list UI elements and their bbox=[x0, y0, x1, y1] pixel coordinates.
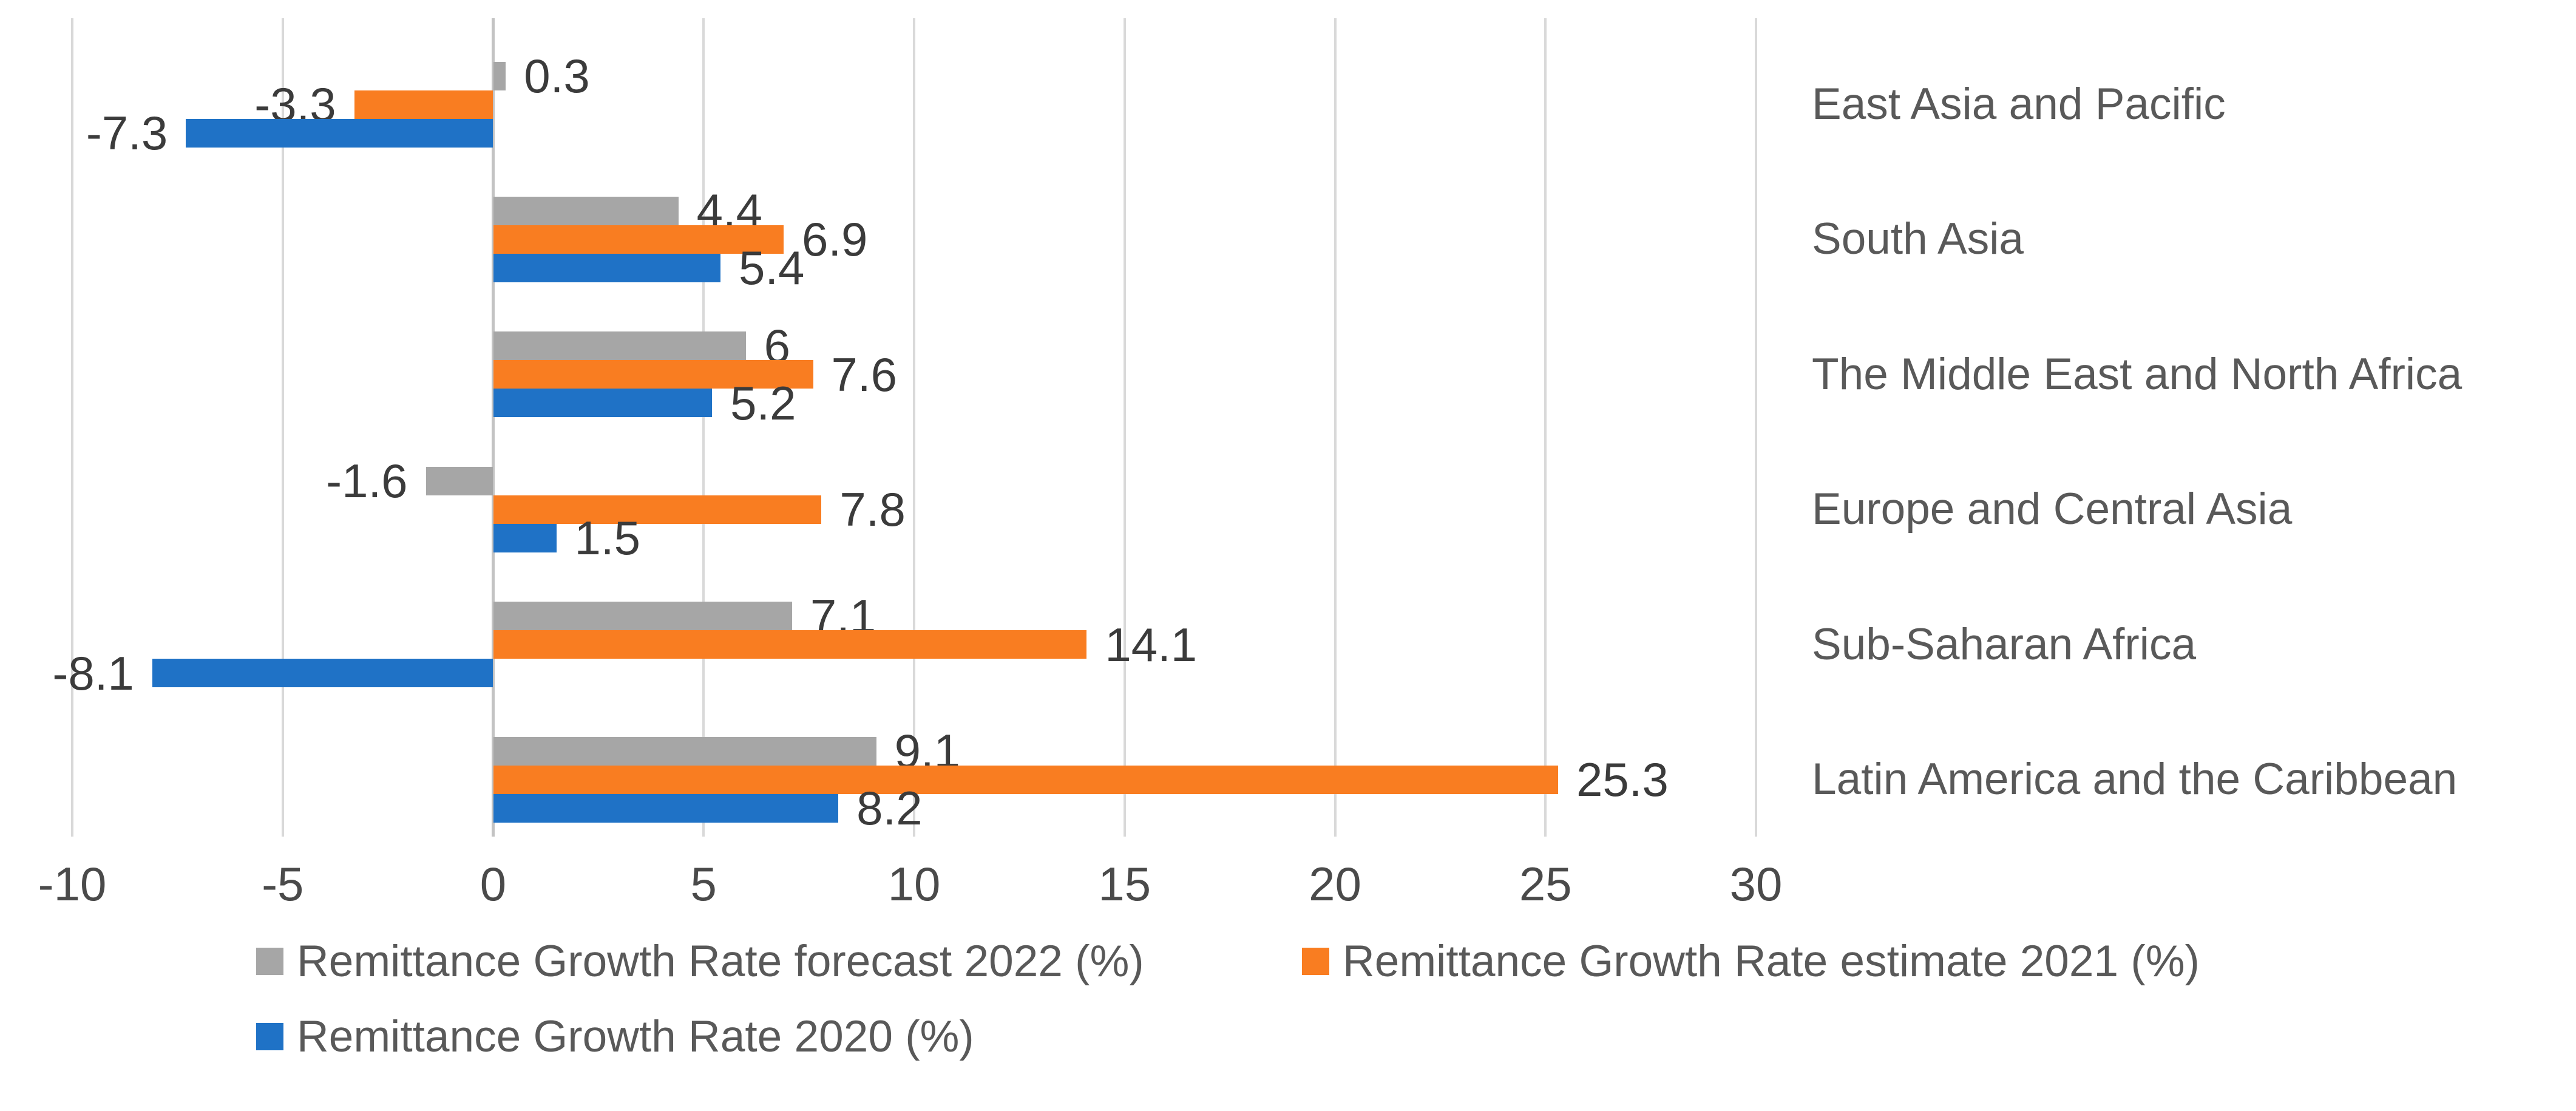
value-label-estimate-2021-the-middle-east-and-north-africa: 7.6 bbox=[831, 347, 897, 401]
category-label-latin-america-and-the-caribbean: Latin America and the Caribbean bbox=[1812, 755, 2458, 804]
x-tick-label-0: 0 bbox=[480, 857, 507, 911]
bar-estimate-2021-east-asia-and-pacific bbox=[354, 90, 493, 119]
value-label-estimate-2021-south-asia: 6.9 bbox=[802, 212, 868, 267]
category-label-the-middle-east-and-north-africa: The Middle East and North Africa bbox=[1812, 349, 2462, 399]
x-tick-label--5: -5 bbox=[262, 857, 304, 911]
legend-label-forecast-2022: Remittance Growth Rate forecast 2022 (%) bbox=[297, 936, 1144, 986]
legend-swatch-forecast-2022 bbox=[256, 947, 283, 975]
value-label-rate-2020-europe-and-central-asia: 1.5 bbox=[574, 511, 640, 565]
gridline-10 bbox=[913, 18, 915, 837]
legend-swatch-estimate-2021 bbox=[1302, 947, 1329, 975]
gridline--10 bbox=[71, 18, 73, 837]
value-label-estimate-2021-sub-saharan-africa: 14.1 bbox=[1105, 617, 1198, 671]
category-label-south-asia: South Asia bbox=[1812, 214, 2024, 264]
legend-swatch-rate-2020 bbox=[256, 1022, 283, 1050]
bar-forecast-2022-sub-saharan-africa bbox=[493, 602, 792, 631]
bar-estimate-2021-europe-and-central-asia bbox=[493, 495, 822, 524]
bar-estimate-2021-south-asia bbox=[493, 225, 784, 254]
value-label-forecast-2022-europe-and-central-asia: -1.6 bbox=[326, 454, 408, 508]
bar-forecast-2022-east-asia-and-pacific bbox=[493, 61, 506, 90]
x-tick-label-25: 25 bbox=[1519, 857, 1572, 911]
legend-item-forecast-2022: Remittance Growth Rate forecast 2022 (%) bbox=[256, 934, 1144, 988]
bar-rate-2020-east-asia-and-pacific bbox=[186, 118, 493, 148]
gridline-15 bbox=[1123, 18, 1126, 837]
category-label-europe-and-central-asia: Europe and Central Asia bbox=[1812, 484, 2293, 534]
bar-forecast-2022-south-asia bbox=[493, 196, 679, 225]
bar-rate-2020-the-middle-east-and-north-africa bbox=[493, 389, 713, 418]
legend-label-estimate-2021: Remittance Growth Rate estimate 2021 (%) bbox=[1343, 936, 2200, 986]
bar-forecast-2022-latin-america-and-the-caribbean bbox=[493, 736, 876, 766]
value-label-forecast-2022-east-asia-and-pacific: 0.3 bbox=[524, 49, 590, 103]
bar-rate-2020-europe-and-central-asia bbox=[493, 523, 557, 552]
bar-forecast-2022-the-middle-east-and-north-africa bbox=[493, 331, 746, 361]
gridline--5 bbox=[281, 18, 284, 837]
value-label-rate-2020-sub-saharan-africa: -8.1 bbox=[52, 646, 134, 700]
gridline-25 bbox=[1544, 18, 1547, 837]
legend-item-rate-2020: Remittance Growth Rate 2020 (%) bbox=[256, 1009, 974, 1064]
x-tick-label-30: 30 bbox=[1729, 857, 1783, 911]
gridline-0 bbox=[492, 18, 495, 837]
value-label-estimate-2021-europe-and-central-asia: 7.8 bbox=[839, 483, 906, 537]
bar-estimate-2021-sub-saharan-africa bbox=[493, 630, 1087, 659]
category-label-sub-saharan-africa: Sub-Saharan Africa bbox=[1812, 619, 2197, 669]
gridline-20 bbox=[1334, 18, 1337, 837]
value-label-rate-2020-latin-america-and-the-caribbean: 8.2 bbox=[856, 781, 923, 835]
legend-item-estimate-2021: Remittance Growth Rate estimate 2021 (%) bbox=[1302, 934, 2200, 988]
value-label-rate-2020-east-asia-and-pacific: -7.3 bbox=[86, 106, 168, 160]
value-label-rate-2020-the-middle-east-and-north-africa: 5.2 bbox=[730, 376, 796, 430]
bar-estimate-2021-the-middle-east-and-north-africa bbox=[493, 360, 813, 389]
bar-estimate-2021-latin-america-and-the-caribbean bbox=[493, 765, 1559, 794]
value-label-rate-2020-south-asia: 5.4 bbox=[738, 241, 805, 295]
x-tick-label-5: 5 bbox=[690, 857, 717, 911]
x-tick-label-15: 15 bbox=[1098, 857, 1151, 911]
bar-forecast-2022-europe-and-central-asia bbox=[425, 466, 493, 495]
value-label-estimate-2021-latin-america-and-the-caribbean: 25.3 bbox=[1576, 753, 1669, 806]
gridline-5 bbox=[702, 18, 705, 837]
x-tick-label-10: 10 bbox=[887, 857, 941, 911]
bar-rate-2020-latin-america-and-the-caribbean bbox=[493, 793, 839, 823]
bar-rate-2020-south-asia bbox=[493, 253, 720, 282]
gridline-30 bbox=[1755, 18, 1757, 837]
x-tick-label-20: 20 bbox=[1309, 857, 1361, 911]
bar-rate-2020-sub-saharan-africa bbox=[152, 659, 493, 688]
legend-label-rate-2020: Remittance Growth Rate 2020 (%) bbox=[297, 1011, 974, 1061]
x-tick-label--10: -10 bbox=[38, 857, 107, 911]
category-label-east-asia-and-pacific: East Asia and Pacific bbox=[1812, 80, 2226, 129]
